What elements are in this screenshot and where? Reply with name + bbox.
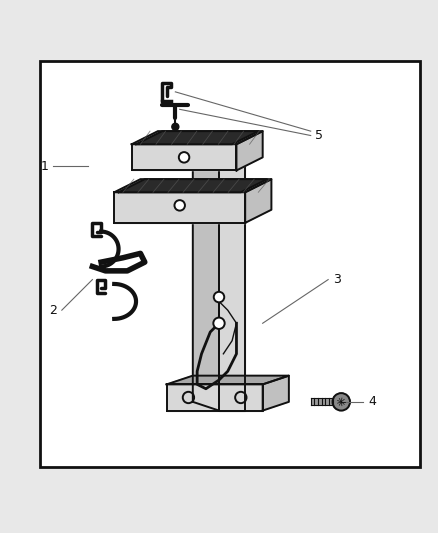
Text: 4: 4 [368, 395, 376, 408]
Polygon shape [237, 131, 263, 171]
Polygon shape [219, 157, 245, 410]
Polygon shape [263, 376, 289, 410]
Circle shape [214, 292, 224, 302]
FancyBboxPatch shape [40, 61, 420, 467]
Polygon shape [193, 140, 245, 157]
Polygon shape [132, 144, 237, 171]
Polygon shape [136, 131, 258, 144]
Polygon shape [132, 131, 263, 144]
Circle shape [332, 393, 350, 410]
Text: 3: 3 [333, 273, 341, 286]
Circle shape [179, 152, 189, 163]
Circle shape [213, 318, 225, 329]
Circle shape [174, 200, 185, 211]
Polygon shape [119, 179, 267, 192]
Text: 2: 2 [49, 304, 57, 317]
Polygon shape [166, 384, 263, 410]
Polygon shape [245, 179, 272, 223]
Polygon shape [114, 192, 245, 223]
Polygon shape [193, 149, 219, 410]
Polygon shape [114, 179, 272, 192]
Polygon shape [166, 376, 289, 384]
Circle shape [172, 123, 179, 130]
Text: 5: 5 [315, 129, 323, 142]
Text: 1: 1 [40, 159, 48, 173]
